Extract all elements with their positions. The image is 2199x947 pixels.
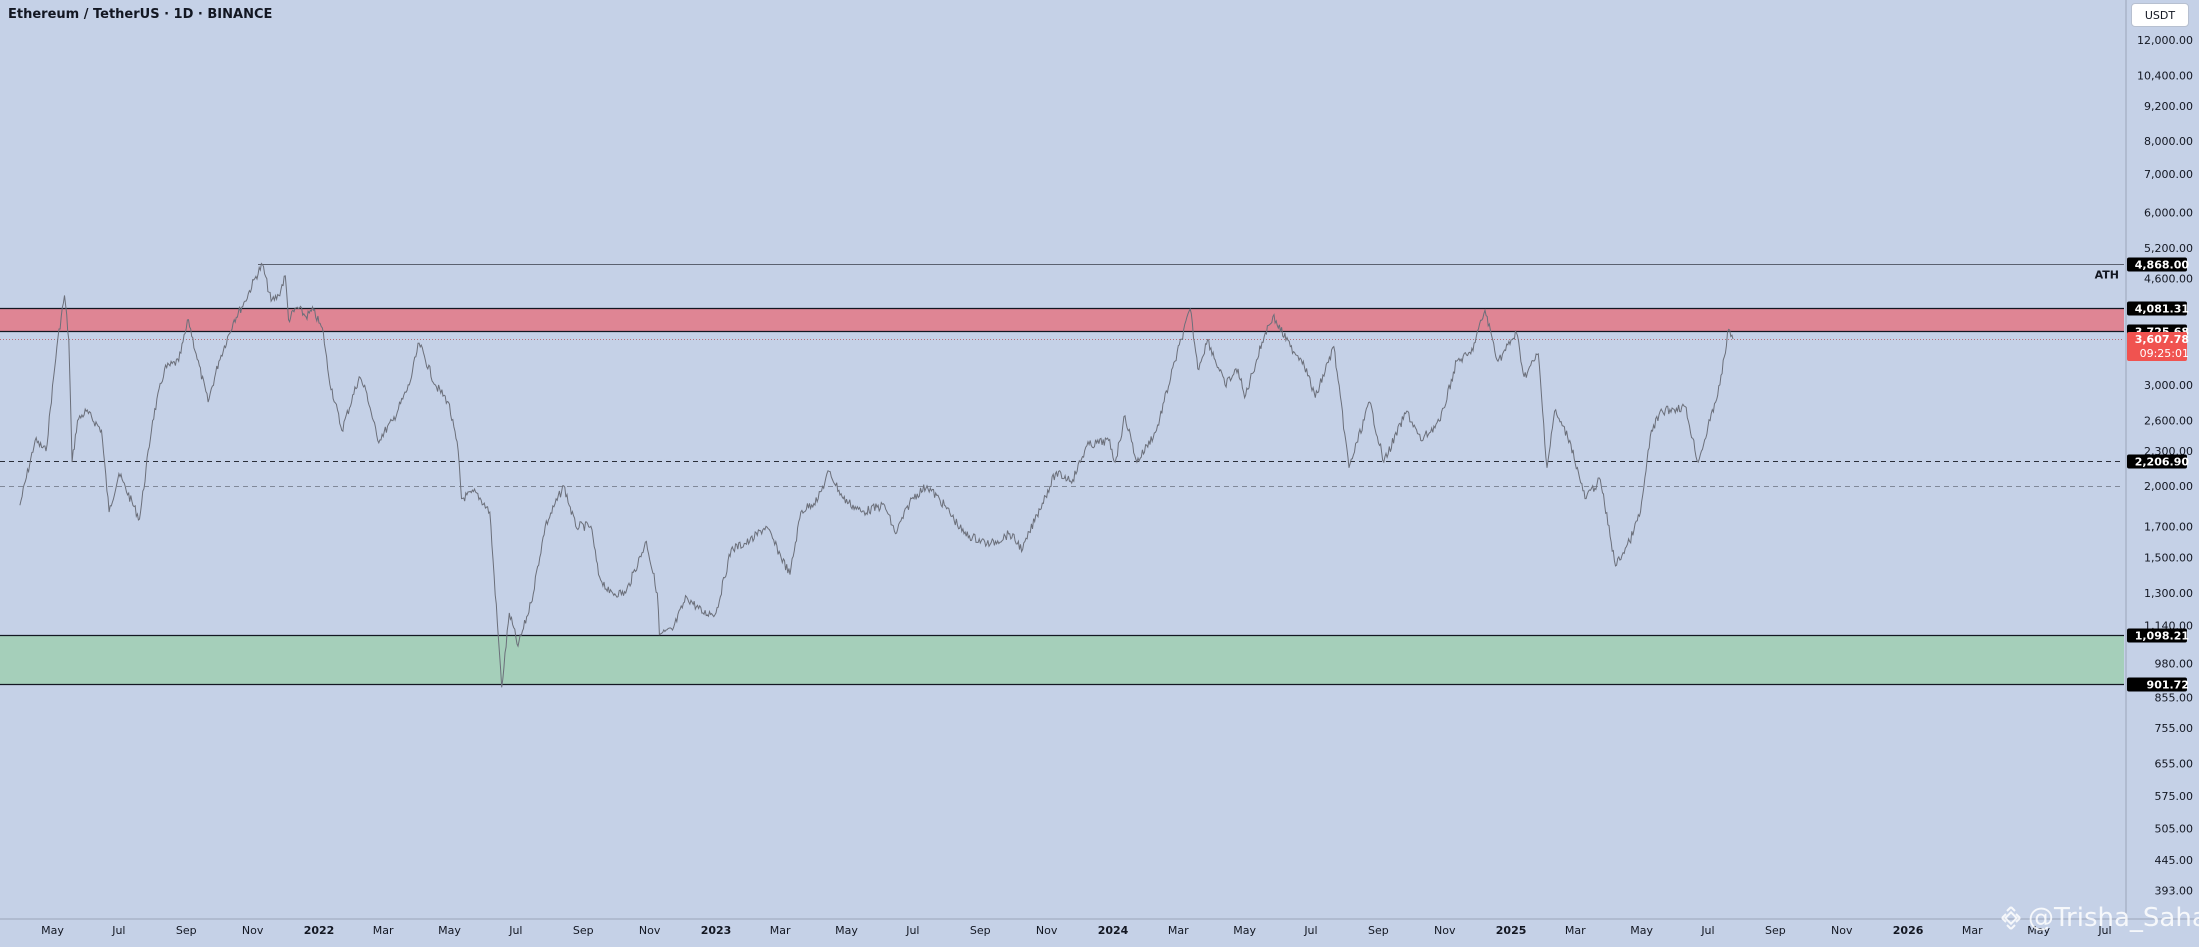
y-tick-label: 4,600.00: [2144, 273, 2193, 286]
x-tick-label: Sep: [1368, 924, 1389, 937]
level-badge-bg: [2127, 454, 2187, 469]
x-tick-label: Mar: [373, 924, 394, 937]
y-tick-label: 505.00: [2155, 822, 2194, 835]
y-tick-label: 12,000.00: [2137, 34, 2193, 47]
x-tick-label: 2022: [304, 924, 335, 937]
x-tick-label: Jul: [1700, 924, 1714, 937]
level-badge-bg: [2127, 677, 2187, 692]
watermark: @Trisha_Saha: [1998, 903, 2199, 933]
y-tick-label: 393.00: [2155, 885, 2194, 898]
x-tick-label: 2023: [701, 924, 732, 937]
x-tick-label: Jul: [2097, 924, 2111, 937]
y-tick-label: 755.00: [2155, 722, 2194, 735]
level-badge-bg: [2127, 257, 2187, 272]
current-price-badge-bg: [2127, 332, 2187, 362]
y-tick-label: 445.00: [2155, 854, 2194, 867]
y-tick-label: 8,000.00: [2144, 135, 2193, 148]
x-tick-label: May: [1233, 924, 1256, 937]
y-tick-label: 10,400.00: [2137, 70, 2193, 83]
x-tick-label: Jul: [508, 924, 522, 937]
y-tick-label: 3,000.00: [2144, 379, 2193, 392]
symbol-title[interactable]: Ethereum / TetherUS · 1D · BINANCE: [8, 7, 273, 22]
price-zones: [0, 308, 2124, 685]
currency-button[interactable]: USDT: [2131, 3, 2189, 27]
x-tick-label: Jul: [1303, 924, 1317, 937]
y-tick-label: 2,600.00: [2144, 415, 2193, 428]
x-tick-label: Sep: [1765, 924, 1786, 937]
binance-logo-icon: [2001, 906, 2021, 930]
x-tick-label: Jul: [905, 924, 919, 937]
watermark-text: @Trisha_Saha: [2028, 903, 2199, 933]
x-tick-label: Sep: [176, 924, 197, 937]
x-tick-label: 2026: [1893, 924, 1924, 937]
level-badge: 4,868.00: [2135, 259, 2190, 272]
current-price-label: 3,607.78: [2135, 333, 2189, 346]
y-tick-label: 575.00: [2155, 790, 2194, 803]
x-tick-label: Mar: [770, 924, 791, 937]
x-tick-label: Nov: [639, 924, 661, 937]
y-tick-label: 655.00: [2155, 758, 2194, 771]
x-tick-label: Nov: [1434, 924, 1456, 937]
x-tick-label: May: [41, 924, 64, 937]
x-tick-label: May: [2027, 924, 2050, 937]
level-badge: 4,081.31: [2135, 303, 2189, 316]
x-tick-label: Sep: [573, 924, 594, 937]
support-zone: [0, 635, 2124, 685]
countdown-label: 09:25:01: [2140, 347, 2189, 360]
x-tick-label: 2025: [1496, 924, 1527, 937]
y-tick-label: 2,000.00: [2144, 480, 2193, 493]
resistance-zone: [0, 308, 2124, 332]
x-tick-label: Sep: [970, 924, 991, 937]
x-tick-label: Nov: [1036, 924, 1058, 937]
y-tick-label: 6,000.00: [2144, 206, 2193, 219]
x-tick-label: May: [835, 924, 858, 937]
level-badge: 1,098.21: [2135, 630, 2189, 643]
time-axis[interactable]: May Jul Sep Nov 2022 Mar May Jul Sep Nov 2023 Mar Ma…: [0, 918, 2199, 937]
level-badge: 2,206.90: [2135, 456, 2190, 469]
price-series: [19, 262, 1734, 688]
x-tick-label: Mar: [1168, 924, 1189, 937]
x-tick-label: Nov: [1831, 924, 1853, 937]
horizontal-levels: ATH: [0, 264, 2124, 686]
y-tick-label: 1,300.00: [2144, 587, 2193, 600]
x-tick-label: Jul: [111, 924, 125, 937]
ath-label: ATH: [2095, 269, 2119, 282]
y-tick-label: 5,200.00: [2144, 242, 2193, 255]
y-tick-label: 9,200.00: [2144, 100, 2193, 113]
y-tick-label: 980.00: [2155, 657, 2194, 670]
price-line: [19, 262, 1734, 688]
y-tick-label: 7,000.00: [2144, 168, 2193, 181]
y-tick-label: 1,500.00: [2144, 551, 2193, 564]
level-badge: 901.72: [2147, 679, 2189, 692]
level-badge-bg: [2127, 301, 2187, 316]
x-tick-label: Nov: [242, 924, 264, 937]
x-tick-label: Mar: [1565, 924, 1586, 937]
level-badge-bg: [2127, 628, 2187, 643]
x-tick-label: Mar: [1962, 924, 1983, 937]
x-tick-label: 2024: [1098, 924, 1129, 937]
x-tick-label: May: [1630, 924, 1653, 937]
price-badges: 4,868.004,081.313,725.682,206.901,098.21…: [2127, 257, 2190, 692]
y-tick-label: 1,700.00: [2144, 520, 2193, 533]
x-tick-label: May: [438, 924, 461, 937]
y-tick-label: 855.00: [2155, 691, 2194, 704]
